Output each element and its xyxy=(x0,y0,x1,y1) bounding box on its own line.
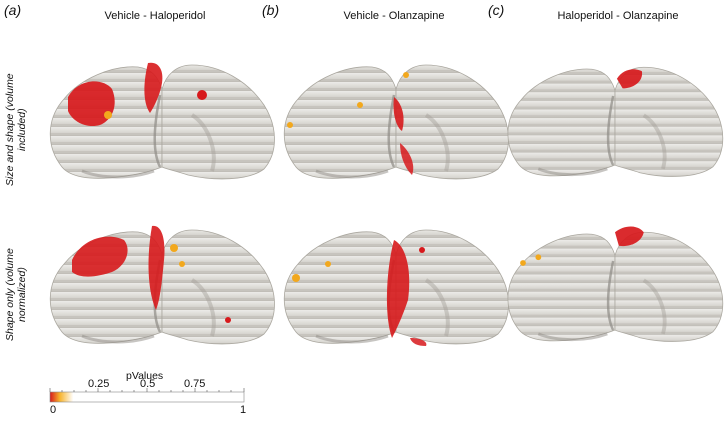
colorbar-title: pValues xyxy=(126,370,164,382)
colorbar-min-label: 0 xyxy=(50,404,57,416)
significant-region xyxy=(393,97,404,131)
significant-region xyxy=(72,236,128,277)
marginal-region xyxy=(170,244,178,252)
significant-region xyxy=(68,81,115,127)
significant-region xyxy=(410,338,427,346)
brain-a-size-shape xyxy=(42,62,282,185)
panel-letter-b: (b) xyxy=(262,2,280,18)
significant-region xyxy=(400,143,414,175)
significant-region xyxy=(386,240,410,338)
row-label-shape-only: Shape only (volume normalized) xyxy=(4,248,28,342)
panel-title-b: Vehicle - Olanzapine xyxy=(343,10,445,22)
marginal-region xyxy=(287,122,293,128)
marginal-region xyxy=(520,260,526,266)
colorbar-tick-0.75: 0.75 xyxy=(184,378,206,390)
significant-region xyxy=(225,317,231,323)
significant-region xyxy=(419,247,425,253)
significant-region xyxy=(197,90,207,100)
brain-b-size-shape xyxy=(276,55,516,185)
colorbar-gradient xyxy=(49,391,245,403)
significant-region xyxy=(144,62,163,113)
marginal-region xyxy=(325,261,331,267)
marginal-region xyxy=(179,261,185,267)
row-label-size-and-shape: Size and shape (volume included) xyxy=(4,73,28,187)
brain-b-shape-only xyxy=(276,220,516,346)
marginal-region xyxy=(403,72,409,78)
colorbar-tick-0.5: 0.5 xyxy=(140,378,156,390)
colorbar-max-label: 1 xyxy=(240,404,247,416)
brain-c-shape-only xyxy=(500,226,725,350)
marginal-region xyxy=(292,274,300,282)
colorbar xyxy=(49,388,245,403)
marginal-region xyxy=(104,111,112,119)
brain-c-size-shape xyxy=(500,55,725,185)
marginal-region xyxy=(535,254,542,261)
panel-title-c: Haloperidol - Olanzapine xyxy=(557,10,679,22)
significant-region xyxy=(616,69,643,89)
panel-letter-c: (c) xyxy=(488,2,505,18)
panel-letter-a: (a) xyxy=(4,2,22,18)
panel-title-a: Vehicle - Haloperidol xyxy=(104,10,206,22)
significant-region xyxy=(615,226,644,247)
significant-region xyxy=(148,225,165,310)
colorbar-tick-0.25: 0.25 xyxy=(88,378,110,390)
marginal-region xyxy=(357,102,363,108)
brain-a-shape-only xyxy=(42,225,282,350)
